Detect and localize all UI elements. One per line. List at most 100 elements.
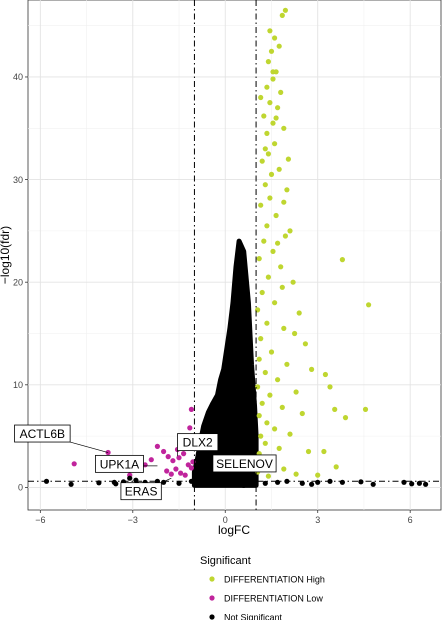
data-point-series-0 (281, 199, 287, 205)
data-point-series-0 (275, 105, 281, 111)
x-tick-label: −6 (35, 515, 45, 525)
data-point-series-1 (188, 465, 194, 471)
data-point-series-2 (370, 481, 376, 487)
data-point-series-0 (296, 310, 302, 316)
data-point-series-1 (164, 468, 170, 474)
data-point-series-2 (262, 480, 268, 486)
y-tick-label: 20 (13, 277, 23, 287)
data-point-series-1 (148, 457, 154, 463)
data-point-series-0 (270, 248, 276, 254)
data-point-series-0 (284, 187, 290, 193)
data-point-series-0 (299, 410, 305, 417)
y-tick-label: 30 (13, 175, 23, 185)
annotation-box (212, 454, 277, 473)
data-point-series-0 (285, 156, 291, 162)
data-point-series-1 (161, 448, 167, 455)
data-point-series-0 (366, 302, 372, 308)
data-point-series-0 (259, 158, 265, 164)
y-axis-label: −log10(fdr) (0, 226, 12, 284)
x-tick-label: 3 (315, 515, 320, 525)
data-point-series-0 (272, 35, 278, 41)
data-point-series-0 (275, 377, 281, 383)
data-point-series-0 (275, 240, 281, 246)
data-point-series-0 (267, 195, 273, 201)
data-point-series-0 (264, 420, 270, 426)
data-point-series-2 (68, 481, 74, 487)
data-point-series-2 (315, 479, 321, 485)
data-point-series-0 (282, 233, 288, 239)
data-point-series-0 (276, 445, 282, 451)
data-point-series-2 (275, 479, 281, 485)
data-point-series-1 (170, 458, 176, 464)
x-tick-label: 0 (223, 515, 228, 525)
data-point-series-2 (113, 481, 119, 487)
x-axis-label: logFC (218, 523, 250, 537)
y-tick-label: 40 (13, 72, 23, 82)
data-point-series-2 (416, 480, 422, 486)
data-point-series-0 (339, 257, 345, 263)
data-point-series-0 (264, 84, 270, 90)
data-point-series-0 (293, 471, 299, 477)
data-point-series-0 (262, 440, 268, 446)
legend-swatch (209, 614, 215, 620)
data-point-series-2 (339, 479, 345, 485)
data-point-series-2 (401, 479, 407, 485)
data-point-series-0 (258, 433, 264, 439)
data-point-series-0 (315, 472, 321, 478)
data-point-series-1 (154, 443, 160, 449)
data-point-series-0 (256, 356, 262, 362)
data-point-series-2 (358, 479, 364, 485)
data-point-series-0 (255, 384, 261, 390)
data-point-series-0 (276, 166, 282, 172)
annotation-label: UPK1A (100, 457, 139, 471)
annotation-label: DLX2 (183, 436, 213, 450)
data-point-series-2 (309, 481, 315, 487)
data-point-series-0 (287, 431, 293, 437)
data-point-series-0 (264, 130, 270, 136)
data-point-series-2 (241, 482, 247, 488)
legend-swatch (209, 576, 215, 582)
annotation-box (120, 482, 162, 501)
data-point-series-0 (262, 146, 268, 152)
legend-swatch (209, 595, 215, 601)
data-point-series-1 (173, 466, 179, 472)
data-point-series-0 (265, 59, 271, 65)
data-point-series-0 (268, 48, 275, 54)
data-point-series-2 (127, 475, 133, 481)
annotation-label: SELENOV (216, 457, 273, 471)
data-point-series-0 (273, 115, 279, 121)
data-point-series-1 (71, 461, 77, 467)
data-point-series-0 (270, 76, 276, 82)
annotation-box (177, 433, 219, 452)
data-point-series-1 (178, 470, 184, 476)
x-tick-label: −3 (128, 515, 138, 525)
data-point-series-2 (409, 481, 415, 487)
annotation-label: ACTL6B (20, 427, 65, 441)
data-point-series-1 (182, 472, 188, 478)
y-tick-label: 10 (13, 380, 23, 390)
data-point-series-0 (282, 7, 288, 13)
data-point-series-0 (258, 94, 264, 101)
legend-label: Not Significant (224, 613, 283, 621)
data-point-series-0 (268, 171, 275, 177)
data-point-series-1 (188, 406, 194, 412)
gene-annotations: ACTL6B UPK1A DLX2 ERAS SELENOV (14, 424, 277, 501)
data-point-series-0 (265, 274, 271, 280)
data-point-series-1 (168, 471, 174, 477)
data-point-series-0 (273, 212, 279, 219)
data-point-series-0 (270, 69, 276, 75)
data-point-series-0 (258, 202, 264, 208)
legend: DIFFERENTIATION High DIFFERENTIATION Low N… (209, 575, 325, 623)
legend-label: DIFFERENTIATION Low (224, 594, 323, 604)
data-point-series-2 (176, 480, 182, 486)
annotation-box (95, 454, 144, 473)
data-point-series-0 (265, 151, 271, 157)
data-point-series-1 (181, 451, 187, 457)
data-point-series-1 (176, 455, 182, 461)
annotation-box (14, 424, 71, 443)
data-point-series-0 (290, 279, 296, 285)
data-point-series-0 (259, 400, 265, 406)
data-point-series-2 (423, 481, 429, 487)
x-axis-ticks: −6 −3 0 3 6 (35, 510, 413, 525)
